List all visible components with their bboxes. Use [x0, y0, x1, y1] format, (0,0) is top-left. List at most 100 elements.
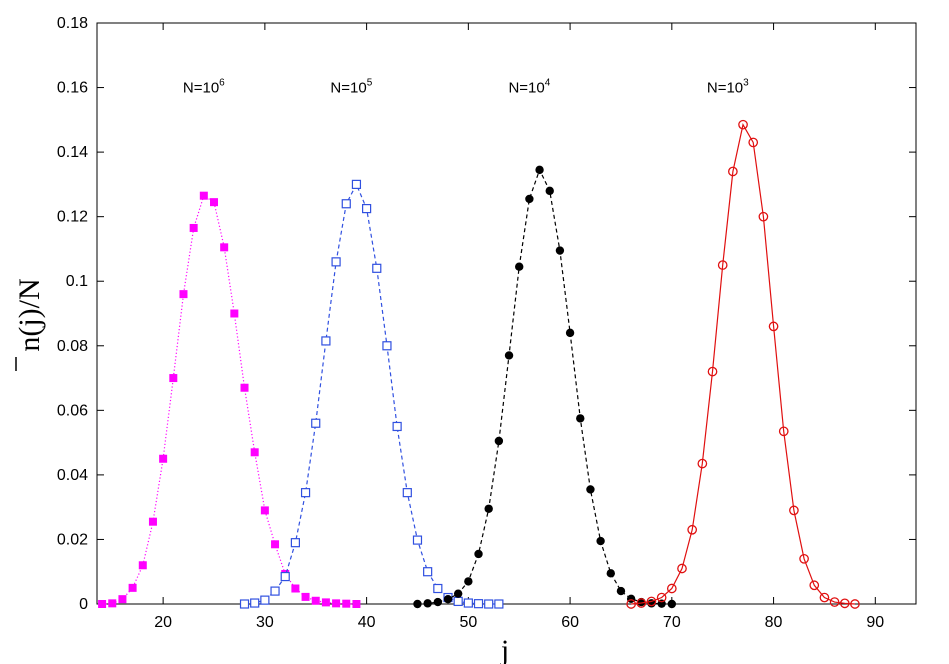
x-tick-label: 90 — [866, 614, 884, 631]
data-point — [565, 328, 575, 338]
data-point — [311, 418, 321, 428]
series-line — [631, 123, 856, 605]
data-point — [697, 458, 708, 469]
annotations: N=106 N=105 N=104 N=103 — [183, 78, 749, 97]
data-point — [616, 586, 626, 596]
x-tick-label: 20 — [154, 614, 172, 631]
plot-frame — [96, 22, 917, 605]
data-point — [300, 488, 311, 498]
data-point — [768, 321, 779, 332]
data-point — [463, 598, 473, 608]
data-point — [525, 194, 534, 204]
data-point — [382, 341, 392, 351]
data-point — [260, 595, 270, 605]
data-point — [433, 597, 443, 607]
y-tick-label: 0.18 — [57, 15, 88, 32]
svg-text:n(j)/N: n(j)/N — [13, 278, 46, 351]
data-point — [799, 553, 809, 564]
data-point — [291, 584, 300, 593]
y-tick-label: 0 — [79, 596, 88, 613]
data-point — [423, 599, 432, 608]
data-point — [332, 599, 341, 608]
data-point — [596, 536, 605, 546]
x-tick-label: 60 — [561, 614, 579, 631]
y-tick-label: 0.04 — [57, 467, 88, 484]
data-point — [392, 421, 402, 432]
data-point — [372, 263, 382, 273]
data-point — [748, 137, 759, 148]
data-point — [240, 383, 249, 392]
data-point — [402, 488, 412, 498]
data-point — [331, 257, 341, 267]
data-point — [494, 436, 504, 446]
x-axis-label: j — [500, 634, 509, 664]
x-tick-label: 70 — [663, 614, 681, 631]
data-point — [504, 351, 514, 360]
data-point — [138, 561, 147, 570]
x-tick-label: 80 — [765, 614, 783, 631]
annotation-label: N=104 — [508, 78, 550, 97]
series-1 — [239, 179, 504, 609]
y-tick-label: 0.08 — [57, 338, 88, 355]
data-point — [341, 199, 351, 209]
data-point — [342, 599, 351, 608]
data-point — [412, 535, 423, 545]
annotation-label: N=106 — [183, 78, 225, 97]
data-point — [677, 563, 687, 574]
y-tick-label: 0.1 — [66, 273, 88, 290]
data-point — [169, 374, 178, 383]
data-point — [413, 599, 422, 609]
data-point — [148, 517, 157, 526]
data-point — [464, 577, 473, 586]
series-line — [244, 182, 499, 605]
data-point — [626, 599, 636, 609]
data-point — [606, 569, 615, 578]
data-point — [656, 592, 667, 603]
data-point — [707, 366, 718, 377]
data-point — [301, 592, 310, 601]
data-point — [362, 203, 372, 214]
data-point — [199, 191, 208, 200]
data-point — [290, 538, 300, 548]
data-point — [260, 506, 269, 515]
data-point — [128, 583, 137, 592]
data-point — [98, 600, 107, 608]
data-point — [474, 549, 483, 559]
data-point — [453, 589, 463, 598]
data-point — [809, 580, 820, 591]
data-point — [778, 426, 789, 437]
data-point — [352, 600, 361, 608]
data-point — [515, 262, 524, 271]
annotation-label: N=105 — [330, 78, 372, 97]
data-point — [789, 505, 799, 516]
data-point — [829, 597, 840, 607]
data-point — [230, 309, 239, 318]
data-point — [484, 504, 493, 513]
series-2 — [413, 165, 677, 609]
data-point — [108, 599, 117, 608]
data-point — [687, 524, 698, 535]
data-point — [576, 414, 585, 423]
y-axis-label: n(j)/N — [13, 278, 46, 371]
x-tick-label: 40 — [358, 614, 376, 631]
data-point — [270, 586, 280, 596]
data-point — [443, 594, 453, 604]
y-tick-label: 0.02 — [57, 531, 88, 548]
data-point — [351, 179, 362, 189]
annotation-label: N=103 — [707, 78, 749, 97]
data-point — [637, 597, 646, 607]
data-point — [280, 571, 290, 582]
data-point — [535, 165, 544, 175]
data-point — [738, 119, 748, 130]
data-point — [850, 599, 860, 609]
data-point — [545, 186, 554, 196]
data-point — [118, 595, 127, 604]
axis-ticks: 20 30 40 50 60 70 80 90 0 0.02 0.04 0.06 0.08 0.1 0.12… — [57, 15, 916, 631]
x-tick-label: 30 — [256, 614, 274, 631]
data-point — [667, 599, 677, 609]
data-point — [484, 599, 494, 609]
data-point — [666, 583, 677, 594]
data-point — [321, 336, 331, 346]
data-point — [728, 166, 738, 177]
